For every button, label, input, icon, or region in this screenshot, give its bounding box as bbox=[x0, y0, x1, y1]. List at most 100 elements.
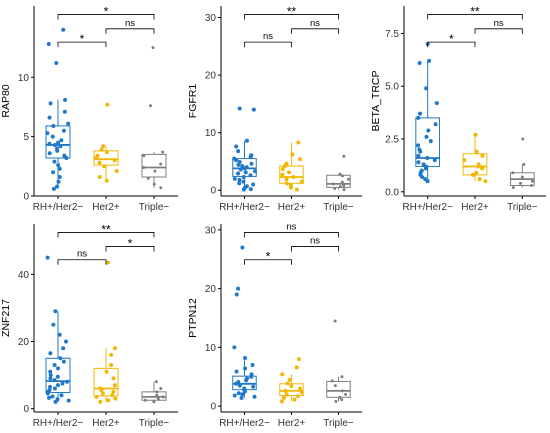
data-point bbox=[243, 170, 248, 175]
bracket-line bbox=[57, 259, 107, 265]
box-2 bbox=[141, 152, 167, 188]
data-point bbox=[111, 376, 116, 381]
data-point bbox=[338, 172, 342, 176]
signif-label: ns bbox=[310, 236, 320, 247]
data-point bbox=[159, 162, 163, 166]
data-point bbox=[48, 376, 53, 381]
data-point bbox=[290, 152, 295, 157]
data-point bbox=[65, 379, 70, 384]
signif-bracket: ns bbox=[474, 18, 523, 34]
signif-bracket: ns bbox=[291, 18, 339, 34]
signif-bracket: ** bbox=[244, 5, 339, 20]
bracket-line bbox=[105, 246, 155, 252]
data-point bbox=[298, 386, 303, 391]
data-point bbox=[234, 369, 239, 374]
data-point bbox=[113, 396, 118, 401]
data-point bbox=[340, 174, 344, 178]
y-axis-label: BETA_TRCP bbox=[370, 70, 382, 131]
data-point bbox=[112, 158, 117, 163]
data-point bbox=[418, 111, 423, 116]
data-point bbox=[295, 394, 300, 399]
data-point bbox=[333, 187, 337, 191]
bracket-line bbox=[427, 41, 476, 48]
data-point bbox=[47, 141, 52, 146]
data-point bbox=[47, 384, 52, 389]
data-point bbox=[417, 61, 422, 65]
data-point bbox=[330, 379, 334, 383]
data-point bbox=[50, 394, 55, 399]
data-point bbox=[294, 187, 299, 192]
data-point bbox=[249, 374, 254, 379]
data-point bbox=[286, 170, 291, 175]
data-point bbox=[47, 151, 52, 156]
data-point bbox=[64, 339, 69, 344]
data-point bbox=[161, 150, 165, 154]
data-point bbox=[423, 166, 428, 171]
data-point bbox=[109, 363, 114, 367]
data-point bbox=[52, 386, 57, 391]
bracket-line bbox=[244, 41, 292, 48]
data-point bbox=[66, 121, 71, 126]
data-point bbox=[342, 184, 346, 188]
data-point bbox=[57, 175, 62, 179]
data-point bbox=[151, 46, 155, 50]
data-point bbox=[340, 389, 344, 393]
data-point bbox=[296, 140, 301, 145]
y-tick-label: 30 bbox=[205, 13, 217, 24]
data-point bbox=[522, 162, 526, 166]
signif-bracket: * bbox=[57, 32, 107, 48]
data-point bbox=[462, 158, 467, 163]
data-point bbox=[416, 160, 421, 165]
data-point bbox=[114, 169, 119, 174]
data-point bbox=[424, 86, 429, 91]
y-axis-label: RAP80 bbox=[0, 84, 12, 117]
data-point bbox=[477, 177, 482, 182]
data-point bbox=[234, 381, 239, 386]
data-point bbox=[64, 156, 69, 160]
data-point bbox=[59, 393, 64, 398]
y-axis-label: FGFR1 bbox=[187, 84, 199, 119]
data-point bbox=[62, 109, 67, 114]
data-point bbox=[56, 366, 61, 371]
data-point bbox=[52, 142, 57, 147]
data-point bbox=[51, 170, 56, 175]
signif-label: ns bbox=[77, 249, 87, 260]
data-point bbox=[236, 149, 241, 154]
data-point bbox=[232, 393, 237, 398]
box-2 bbox=[326, 174, 351, 190]
data-point bbox=[111, 389, 116, 394]
data-point bbox=[142, 154, 146, 158]
x-tick-label: Triple− bbox=[507, 202, 538, 213]
data-point bbox=[236, 286, 241, 291]
x-tick-label: Her2+ bbox=[278, 418, 306, 428]
signif-label: * bbox=[449, 32, 454, 46]
data-point bbox=[241, 187, 246, 192]
signif-bracket: * bbox=[57, 5, 155, 20]
bracket-line bbox=[291, 246, 339, 252]
data-point bbox=[99, 388, 104, 393]
data-point bbox=[56, 163, 61, 168]
data-point bbox=[511, 171, 515, 175]
data-point bbox=[47, 115, 52, 120]
signif-label: * bbox=[128, 237, 133, 251]
box-body bbox=[45, 125, 71, 159]
data-point bbox=[234, 144, 239, 149]
signif-bracket: * bbox=[105, 237, 155, 252]
data-point bbox=[50, 134, 55, 139]
data-point bbox=[418, 149, 423, 154]
data-point bbox=[101, 144, 106, 149]
data-point bbox=[416, 115, 421, 120]
y-tick-label: 0 bbox=[23, 192, 29, 203]
data-point bbox=[45, 391, 50, 396]
data-point bbox=[234, 292, 239, 297]
box-body bbox=[279, 383, 304, 397]
signif-label: * bbox=[80, 32, 85, 46]
y-axis-label: ZNF217 bbox=[0, 299, 12, 337]
data-point bbox=[342, 154, 346, 158]
data-point bbox=[94, 394, 99, 399]
data-point bbox=[299, 390, 304, 395]
y-tick-label: 0 bbox=[23, 404, 29, 415]
data-point bbox=[97, 160, 102, 165]
x-tick-label: RH+/Her2− bbox=[219, 202, 270, 213]
